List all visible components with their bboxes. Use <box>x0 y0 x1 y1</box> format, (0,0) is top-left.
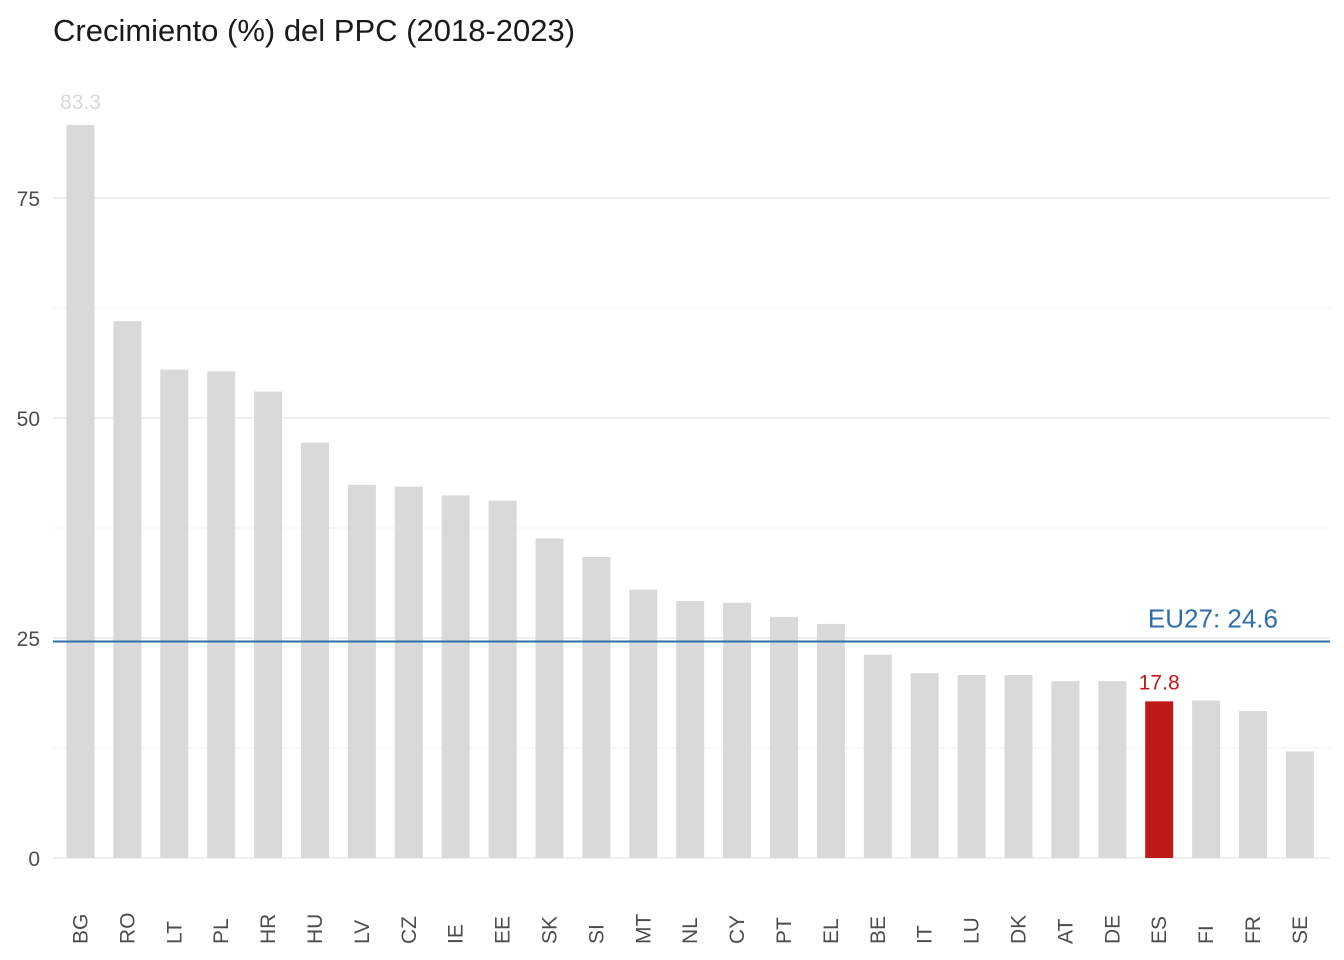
x-tick-label: HR <box>257 914 280 944</box>
x-tick-label: DE <box>1101 915 1124 944</box>
bar-bg <box>66 124 95 858</box>
x-tick-label: EL <box>820 918 843 944</box>
x-tick-label: AT <box>1054 919 1077 944</box>
bar-ee <box>488 500 517 858</box>
y-tick-label: 0 <box>28 848 40 871</box>
bar-si <box>582 557 611 858</box>
x-tick-label: PT <box>773 917 796 944</box>
y-axis: 0 25 50 75 <box>17 188 40 871</box>
bar-dk <box>1004 674 1033 858</box>
bar-cy <box>723 602 752 858</box>
max-value-label: 83.3 <box>60 91 101 114</box>
bar-lu <box>957 674 986 858</box>
chart-title: Crecimiento (%) del PPC (2018-2023) <box>53 13 575 48</box>
bar-fi <box>1192 700 1221 858</box>
bar-es <box>1145 701 1174 858</box>
x-tick-label: CY <box>726 915 749 944</box>
x-tick-label: ES <box>1148 916 1171 944</box>
x-tick-label: LV <box>351 920 374 944</box>
x-tick-label: CZ <box>398 916 421 944</box>
x-tick-label: MT <box>632 914 655 944</box>
bars <box>66 124 1314 858</box>
x-tick-label: SI <box>585 924 608 944</box>
y-tick-label: 25 <box>17 628 40 651</box>
bar-pl <box>207 371 236 858</box>
eu27-reference-label: EU27: 24.6 <box>1148 604 1278 634</box>
data-labels: 17.8 83.3 <box>60 91 1180 694</box>
x-tick-label: SE <box>1289 916 1312 944</box>
x-tick-label: EE <box>492 916 515 944</box>
y-tick-label: 75 <box>17 188 40 211</box>
bar-ro <box>113 321 142 858</box>
bar-pt <box>770 616 798 858</box>
bar-be <box>863 654 892 858</box>
bar-at <box>1051 681 1080 858</box>
x-tick-label: IT <box>914 925 937 944</box>
x-tick-label: LU <box>961 917 984 944</box>
highlight-value-label: 17.8 <box>1139 671 1180 694</box>
bar-sk <box>535 538 564 858</box>
x-tick-label: RO <box>116 913 139 945</box>
bar-fr <box>1239 711 1267 858</box>
reference-line-group: EU27: 24.6 <box>53 604 1330 643</box>
bar-el <box>816 623 845 858</box>
x-tick-label: DK <box>1008 915 1031 944</box>
x-tick-label: FR <box>1242 916 1265 944</box>
bar-lt <box>160 369 189 858</box>
x-tick-label: BG <box>70 914 93 944</box>
bar-lv <box>347 484 376 858</box>
x-axis: BG RO LT PL HR HU LV CZ IE EE SK SI MT NL CY PT EL BE IT LU… <box>70 913 1312 945</box>
bar-hu <box>301 442 329 858</box>
bar-se <box>1285 751 1314 858</box>
x-tick-label: LT <box>163 921 186 944</box>
bar-hr <box>254 391 283 858</box>
x-tick-label: SK <box>539 916 562 944</box>
x-tick-label: PL <box>210 918 233 944</box>
bar-de <box>1098 681 1127 858</box>
y-tick-label: 50 <box>17 408 40 431</box>
bar-it <box>910 673 939 858</box>
bar-nl <box>676 601 705 858</box>
x-tick-label: FI <box>1195 925 1218 944</box>
x-tick-label: NL <box>679 917 702 944</box>
bar-cz <box>394 486 423 858</box>
bar-mt <box>629 589 658 858</box>
x-tick-label: BE <box>867 916 890 944</box>
x-tick-label: HU <box>304 914 327 944</box>
bar-ie <box>441 495 470 858</box>
x-tick-label: IE <box>445 924 468 944</box>
